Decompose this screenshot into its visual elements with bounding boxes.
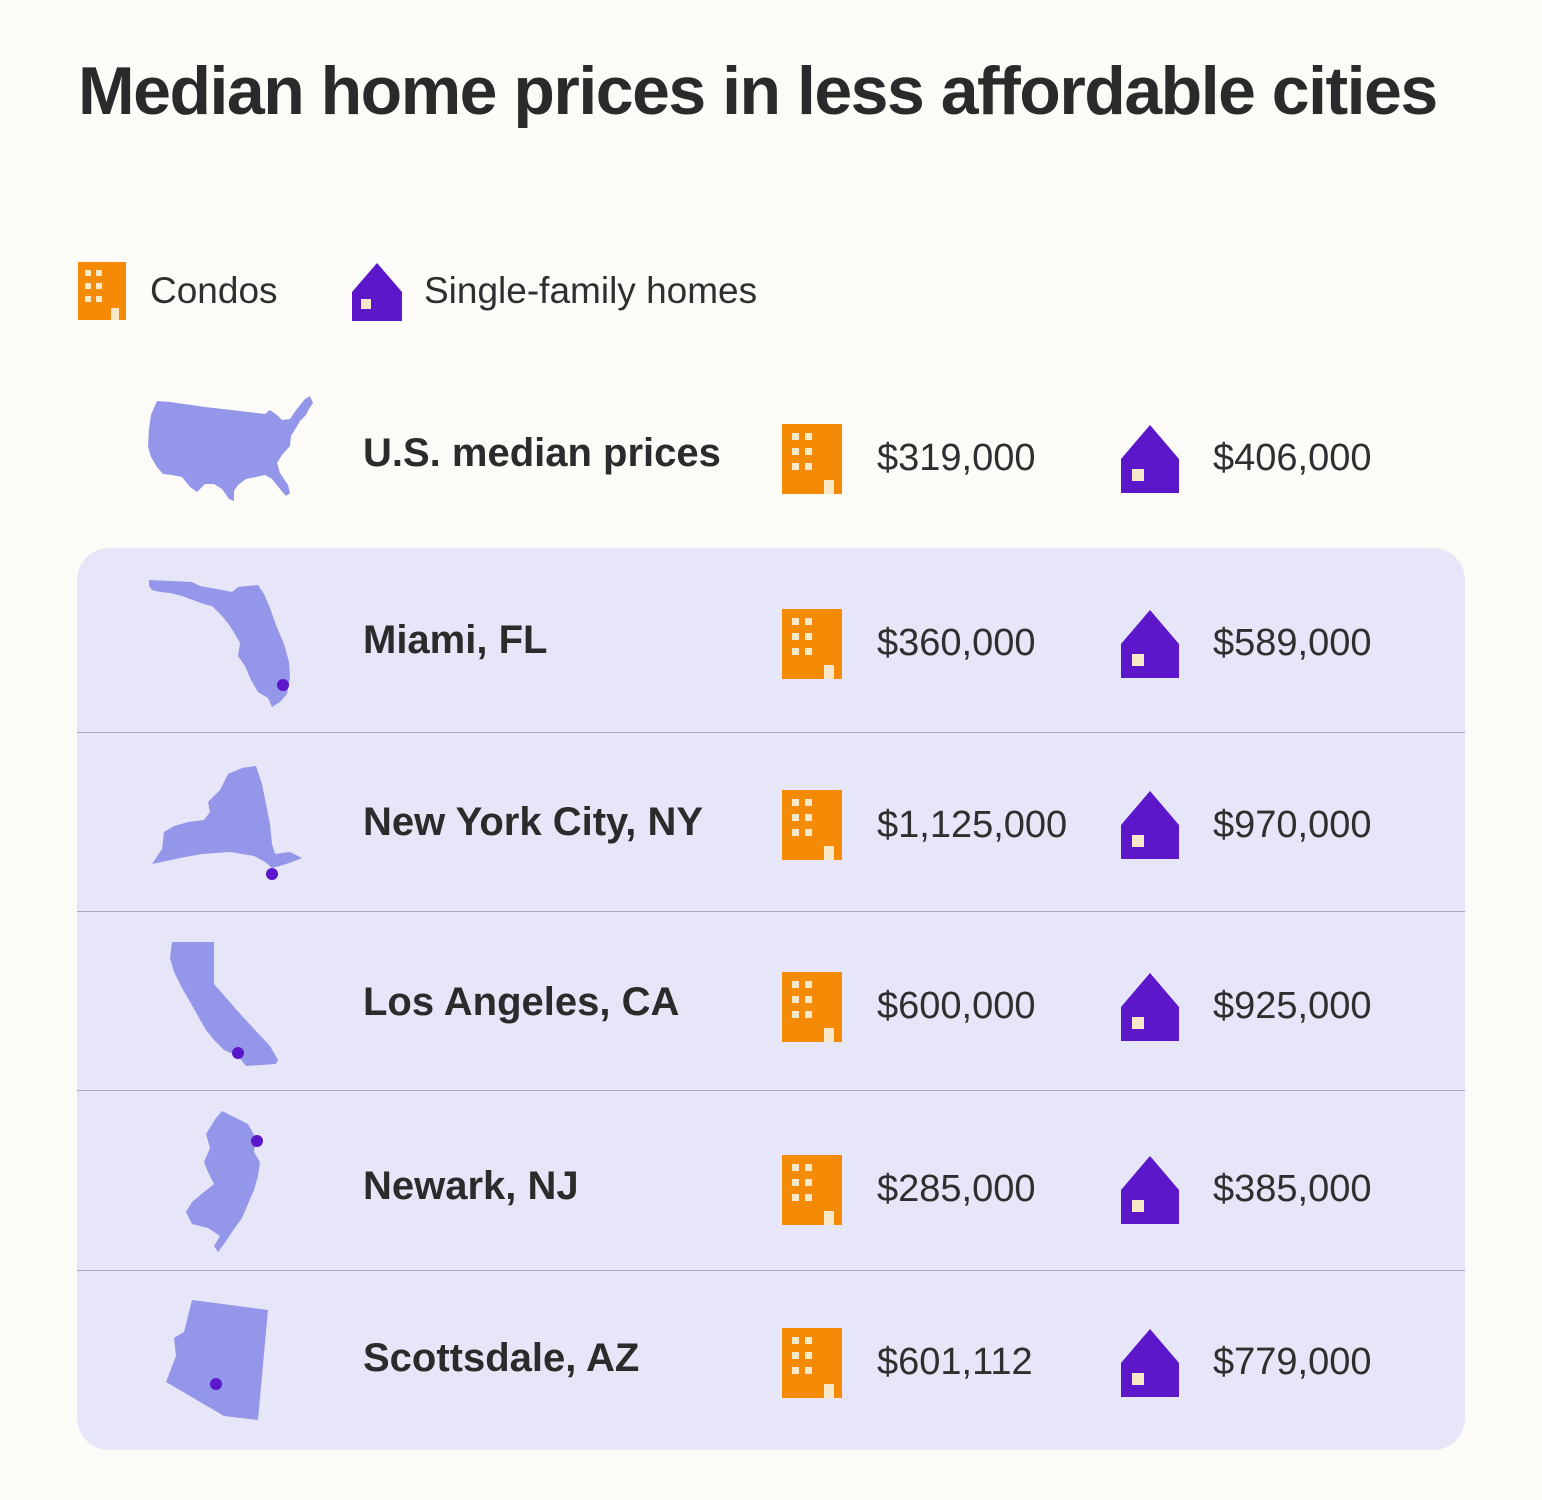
legend-label-single-family: Single-family homes: [424, 270, 758, 311]
condo-price: $601,112: [877, 1341, 1033, 1383]
location-name: Los Angeles, CA: [363, 980, 680, 1024]
condo-building-icon: [782, 972, 842, 1042]
home-price: $970,000: [1213, 804, 1372, 846]
row-divider: [77, 1270, 1465, 1271]
new-york-map-icon: [130, 752, 320, 892]
location-name: U.S. median prices: [363, 431, 721, 475]
condo-price: $360,000: [877, 622, 1036, 664]
home-price: $385,000: [1213, 1168, 1372, 1210]
location-name: Scottsdale, AZ: [363, 1336, 640, 1380]
condo-building-icon: [78, 262, 128, 322]
condo-price: $600,000: [877, 985, 1036, 1027]
condo-price: $285,000: [877, 1168, 1036, 1210]
house-icon: [1120, 424, 1180, 494]
new-jersey-map-icon: [130, 1106, 320, 1256]
row-divider: [77, 911, 1465, 912]
condo-building-icon: [782, 609, 842, 679]
home-price: $925,000: [1213, 985, 1372, 1027]
home-price: $779,000: [1213, 1341, 1372, 1383]
home-price: $406,000: [1213, 437, 1372, 479]
arizona-map-icon: [130, 1292, 320, 1427]
cities-panel: [77, 548, 1465, 1450]
house-icon: [351, 262, 403, 322]
home-price: $589,000: [1213, 622, 1372, 664]
usa-map-icon: [130, 393, 320, 508]
condo-building-icon: [782, 424, 842, 494]
house-icon: [1120, 790, 1180, 860]
location-name: New York City, NY: [363, 800, 704, 844]
california-map-icon: [130, 936, 320, 1076]
house-icon: [1120, 1328, 1180, 1398]
house-icon: [1120, 609, 1180, 679]
chart-title: Median home prices in less affordable ci…: [78, 53, 1438, 129]
location-name: Miami, FL: [363, 618, 548, 662]
house-icon: [1120, 972, 1180, 1042]
row-divider: [77, 732, 1465, 733]
row-divider: [77, 1090, 1465, 1091]
florida-map-icon: [130, 570, 320, 715]
legend-label-condos: Condos: [150, 270, 278, 311]
legend: Condos Single-family homes: [78, 262, 878, 322]
location-name: Newark, NJ: [363, 1164, 579, 1208]
condo-building-icon: [782, 1328, 842, 1398]
condo-building-icon: [782, 1155, 842, 1225]
condo-building-icon: [782, 790, 842, 860]
house-icon: [1120, 1155, 1180, 1225]
condo-price: $319,000: [877, 437, 1036, 479]
condo-price: $1,125,000: [877, 804, 1068, 846]
